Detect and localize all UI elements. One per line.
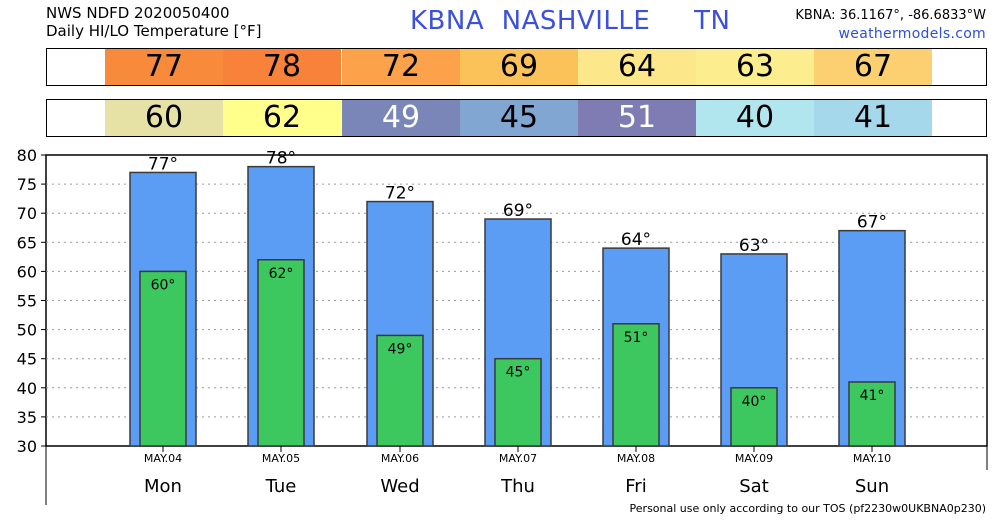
y-tick-label: 55: [17, 292, 37, 311]
y-tick-label: 80: [17, 146, 37, 165]
site-link[interactable]: weathermodels.com: [838, 26, 986, 42]
y-tick-label: 50: [17, 321, 37, 340]
high-value-label: 72°: [385, 184, 415, 204]
header-left: NWS NDFD 2020050400 Daily HI/LO Temperat…: [46, 4, 262, 40]
y-tick-label: 65: [17, 233, 37, 252]
y-tick-label: 40: [17, 379, 37, 398]
date-label: MAY.09: [735, 452, 773, 465]
high-temp-cell: 63: [696, 49, 814, 85]
high-temp-cell: 77: [105, 49, 223, 85]
high-value-label: 67°: [857, 213, 887, 233]
high-value-label: 63°: [739, 236, 769, 256]
day-label: Thu: [500, 476, 535, 497]
date-label: MAY.10: [853, 452, 891, 465]
high-temp-cell: 72: [342, 49, 460, 85]
high-temp-cell: 69: [460, 49, 578, 85]
tos-footer: Personal use only according to our TOS (…: [629, 502, 986, 515]
date-label: MAY.08: [617, 452, 655, 465]
low-value-label: 41°: [860, 388, 885, 404]
high-value-label: 78°: [266, 149, 296, 169]
low-value-label: 60°: [151, 277, 176, 293]
date-label: MAY.06: [381, 452, 419, 465]
low-bar: [139, 270, 187, 447]
station-title: KBNA NASHVILLE TN: [410, 6, 731, 36]
low-bar: [612, 323, 660, 447]
low-temp-cell: 40: [696, 100, 814, 136]
high-value-label: 77°: [148, 154, 178, 174]
low-value-label: 49°: [388, 341, 413, 357]
station-coords: KBNA: 36.1167°, -86.6833°W: [795, 8, 986, 23]
y-tick-label: 75: [17, 175, 37, 194]
header-right: KBNA: 36.1167°, -86.6833°W weathermodels…: [795, 6, 986, 44]
low-bar: [730, 387, 778, 447]
low-temp-cell: 51: [578, 100, 696, 136]
high-value-label: 64°: [621, 230, 651, 250]
low-temp-cell: 60: [105, 100, 223, 136]
high-temp-cell: 67: [814, 49, 932, 85]
low-bar: [848, 381, 896, 447]
day-label: Mon: [144, 476, 182, 497]
y-tick-label: 30: [17, 437, 37, 456]
day-label: Fri: [625, 476, 646, 497]
y-tick-label: 45: [17, 350, 37, 369]
low-temp-cell: 41: [814, 100, 932, 136]
y-tick-label: 70: [17, 204, 37, 223]
date-label: MAY.07: [499, 452, 537, 465]
model-run-label: NWS NDFD 2020050400: [46, 4, 230, 22]
day-label: Sun: [855, 476, 889, 497]
day-label: Tue: [265, 476, 297, 497]
low-value-label: 62°: [269, 266, 294, 282]
high-temp-cell: 64: [578, 49, 696, 85]
low-temp-cell: 49: [342, 100, 460, 136]
low-value-label: 40°: [742, 394, 767, 410]
day-label: Sat: [739, 476, 769, 497]
product-label: Daily HI/LO Temperature [°F]: [46, 22, 262, 40]
low-bar: [257, 259, 305, 447]
high-temp-strip: 77 78 72 69 64 63 67: [46, 48, 987, 86]
high-value-label: 69°: [503, 201, 533, 221]
day-label: Wed: [380, 476, 419, 497]
low-value-label: 51°: [624, 330, 649, 346]
low-temp-cell: 45: [460, 100, 578, 136]
y-tick-label: 35: [17, 408, 37, 427]
low-bar: [376, 334, 424, 447]
high-temp-cell: 78: [223, 49, 341, 85]
y-tick-label: 60: [17, 262, 37, 281]
low-temp-cell: 62: [223, 100, 341, 136]
date-label: MAY.05: [262, 452, 300, 465]
low-temp-strip: 60 62 49 45 51 40 41: [46, 99, 987, 137]
date-label: MAY.04: [144, 452, 182, 465]
low-value-label: 45°: [506, 365, 531, 381]
